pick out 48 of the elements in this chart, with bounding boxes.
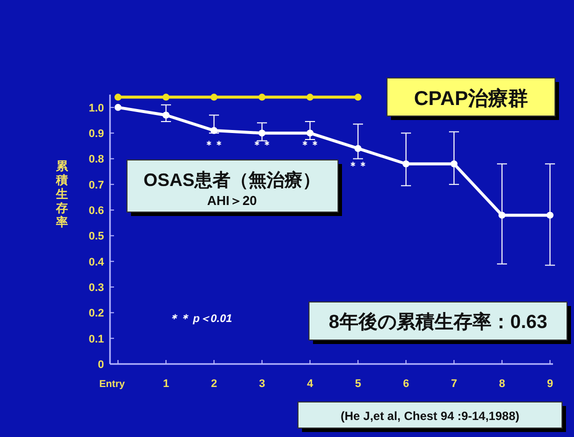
y-tick-label: 0.3 [88,282,104,294]
y-tick-label: 0.7 [88,179,104,192]
point [402,160,410,168]
x-tick-label: 5 [354,378,362,390]
annotation: ＊＊ [300,140,320,151]
x-tick-label: 3 [258,378,266,390]
point [162,112,170,119]
y-axis-title: 累積生存率 [55,159,69,229]
point [306,94,314,101]
y-tick-label: 0.5 [88,230,104,243]
point [210,94,218,101]
annotation: ＊＊ [348,161,368,172]
annotation: ＊＊ [204,140,224,151]
x-tick-label: Entry [99,379,126,390]
point [258,94,266,101]
point [306,130,314,137]
text: (He J,et al, Chest 94 :9-14,1988) [340,409,520,423]
y-tick-label: 0.6 [88,205,104,218]
y-tick-label: 0.8 [88,154,104,166]
x-tick-label: 9 [546,378,554,390]
annotation: ＊＊ p＜0.01 [168,313,232,325]
x-tick-label: 7 [450,378,458,390]
point [450,160,458,168]
x-tick-label: 1 [162,378,170,390]
point [114,104,122,111]
point [354,94,362,101]
point [258,130,266,137]
y-tick-label: 0.9 [88,128,104,140]
y-tick-label: 0.1 [88,333,104,346]
point [210,127,218,134]
y-tick-label: 0.4 [88,256,105,268]
point [354,144,362,152]
annotation: AHI＞20 [207,193,257,208]
y-tick-label: 0 [98,359,104,371]
x-tick-label: 2 [210,378,218,390]
point [162,94,170,101]
x-tick-label: 6 [402,378,410,390]
point [498,212,506,219]
point [114,94,122,101]
annotation: 8年後の累積生存率：0.63 [328,311,548,333]
point [546,212,554,219]
annotation: ＊＊ [252,140,272,151]
x-tick-label: 4 [306,378,314,390]
y-tick-label: 0.2 [88,308,104,320]
series-label: OSAS患者（無治療） [143,170,321,190]
y-tick-label: 1.0 [88,102,104,114]
x-tick-label: 8 [498,378,506,390]
text: CPAP治療群 [414,87,528,110]
